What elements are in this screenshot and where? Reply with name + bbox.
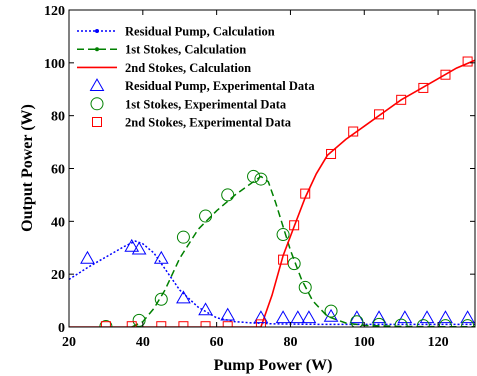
y-tick-label: 80 [51,110,65,125]
data-point-square [418,82,429,93]
data-point-square [440,69,451,80]
legend-label-1: Residual Pump, Calculation [125,25,275,39]
data-point-square [200,321,211,327]
x-tick-label: 60 [210,335,224,350]
data-point-square [255,319,266,327]
data-point-square [222,321,233,327]
legend-marker-circle [90,97,104,111]
data-point-circle [416,319,430,327]
data-point-triangle [80,250,95,264]
y-tick-label: 40 [51,215,65,230]
y-tick-label: 0 [58,321,65,336]
data-point-circle [350,315,364,327]
x-tick-label: 40 [136,335,150,350]
data-point-triangle [198,302,213,316]
data-point-triangle [176,290,191,304]
data-point-circle [247,169,261,183]
data-point-triangle [419,310,435,324]
x-tick-label: 20 [62,335,76,350]
legend-marker-square [92,117,102,127]
y-tick-label: 60 [51,163,65,178]
data-point-circle [99,319,113,327]
data-point-circle [461,319,475,327]
data-point-circle [298,280,312,294]
data-point-square [462,56,473,67]
data-point-triangle [371,310,387,324]
data-point-circle [287,257,301,271]
data-point-circle [199,209,213,223]
data-point-triangle [460,310,475,324]
data-point-circle [221,188,235,202]
x-tick-label: 80 [283,335,297,350]
data-point-circle [176,230,190,244]
data-point-square [278,254,289,265]
legend-dot-2 [95,47,99,52]
data-point-circle [154,292,168,306]
data-point-square [178,321,189,327]
data-point-triangle [253,310,269,324]
legend-label-6: 2nd Stokes, Experimental Data [125,116,292,130]
data-point-circle [372,317,386,327]
series-line-1 [69,240,475,326]
legend-label-5: 1st Stokes, Experimental Data [125,97,287,111]
data-point-circle [276,228,290,242]
legend-marker-triangle [89,78,105,91]
data-point-triangle [290,310,306,324]
y-tick-label: 120 [44,4,65,19]
data-point-triangle [275,310,291,324]
data-point-triangle [131,241,147,255]
data-point-triangle [124,238,140,252]
data-point-triangle [349,310,365,324]
data-point-square [300,188,311,199]
data-point-circle [254,172,268,186]
legend-label-2: 1st Stokes, Calculation [125,43,246,57]
data-point-triangle [220,307,236,321]
y-tick-label: 100 [44,57,65,72]
series-line-2 [131,175,475,327]
data-point-triangle [153,250,169,264]
y-axis-title: Output Power (W) [19,104,36,232]
x-tick-label: 100 [354,335,375,350]
series-line-3 [69,59,475,327]
legend-dot-1 [95,29,99,33]
data-point-square [396,94,407,105]
x-axis-title: Pump Power (W) [214,357,333,374]
data-point-triangle [301,310,317,324]
plot-area [69,56,475,327]
data-point-square [126,321,137,327]
data-point-circle [324,304,338,318]
x-tick-label: 120 [428,335,449,350]
data-point-square [326,148,337,159]
data-point-triangle [397,310,413,324]
legend-label-4: Residual Pump, Experimental Data [125,79,315,93]
data-point-square [348,126,359,137]
data-point-square [289,220,300,231]
data-point-square [374,109,385,120]
data-point-square [156,321,167,327]
data-point-triangle [438,310,453,324]
data-point-square [100,321,111,327]
data-point-circle [132,313,146,327]
data-point-circle [394,318,408,327]
legend-label-3: 2nd Stokes, Calculation [125,61,251,75]
y-tick-label: 20 [51,268,65,283]
data-point-circle [438,319,452,327]
plot-frame [68,9,476,328]
legend: Residual Pump, Calculation 1st Stokes, Ca… [77,25,315,130]
